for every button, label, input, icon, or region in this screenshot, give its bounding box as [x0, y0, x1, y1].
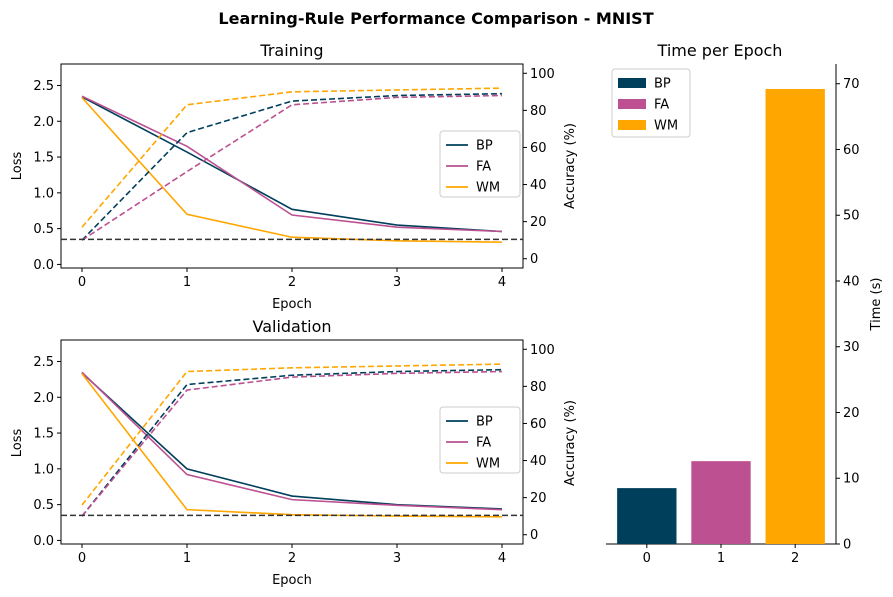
y2-tick-label: 60	[530, 417, 547, 432]
validation-panel: Validation Epoch Loss Accuracy (%) 0 1 2 3 4…	[10, 317, 578, 588]
loss-line-bp	[81, 96, 503, 233]
y2-tick-label: 100	[530, 343, 555, 358]
y2-tick-label: 20	[530, 491, 547, 506]
y-tick-label: 2.0	[33, 115, 54, 130]
time-ylabel: Time (s)	[869, 278, 884, 332]
accuracy-line-wm	[81, 87, 503, 228]
y-tick-label: 0.5	[33, 222, 54, 237]
y2-tick-label: 80	[530, 104, 547, 119]
legend-label-wm: WM	[476, 181, 500, 196]
legend-box	[439, 130, 521, 198]
training-ylabel: Loss	[10, 152, 25, 181]
y-tick-label: 50	[843, 209, 860, 224]
x-tick-label: 3	[393, 275, 401, 290]
y-tick-label: 0.0	[33, 534, 54, 549]
x-tick-label: 2	[288, 275, 296, 290]
y2-tick-label: 40	[530, 454, 547, 469]
y2-tick-label: 40	[530, 178, 547, 193]
legend: BP FA WM	[439, 406, 521, 474]
x-tick-label: 0	[78, 275, 86, 290]
y-tick-label: 2.0	[33, 391, 54, 406]
loss-line-bp	[81, 372, 503, 510]
bar-bp	[617, 488, 677, 544]
y-tick-label: 0	[843, 538, 851, 553]
validation-xlabel: Epoch	[272, 573, 312, 588]
y2-tick-label: 20	[530, 215, 547, 230]
y-tick-label: 0.5	[33, 498, 54, 513]
time-title: Time per Epoch	[657, 41, 783, 60]
training-y2label: Accuracy (%)	[563, 123, 578, 209]
y2-tick-label: 60	[530, 141, 547, 156]
training-xlabel: Epoch	[272, 297, 312, 312]
accuracy-line-wm	[81, 363, 503, 506]
x-tick-label: 1	[717, 551, 725, 566]
y-tick-label: 40	[843, 274, 860, 289]
figure-title: Learning-Rule Performance Comparison - M…	[218, 9, 653, 28]
y-tick-label: 1.5	[33, 151, 54, 166]
legend: BP FA WM	[611, 68, 691, 138]
training-panel: Training Epoch Loss Accuracy (%) 0 1 2 3 4 0.…	[10, 41, 578, 312]
bar-fa	[691, 461, 751, 544]
training-title: Training	[259, 41, 323, 60]
legend-label-fa: FA	[476, 436, 491, 451]
accuracy-line-bp	[81, 368, 503, 517]
legend-label-fa: FA	[476, 160, 491, 175]
legend-box	[439, 406, 521, 474]
y2-tick-label: 100	[530, 67, 555, 82]
y-tick-label: 60	[843, 143, 860, 158]
x-tick-label: 1	[183, 275, 191, 290]
y2-tick-label: 0	[530, 528, 538, 543]
y-tick-label: 20	[843, 406, 860, 421]
x-tick-label: 4	[498, 275, 506, 290]
y-tick-label: 1.0	[33, 186, 54, 201]
y-tick-label: 0.0	[33, 258, 54, 273]
legend-swatch-wm	[618, 120, 646, 130]
x-tick-label: 0	[643, 551, 651, 566]
y-tick-label: 2.5	[33, 355, 54, 370]
legend: BP FA WM	[439, 130, 521, 198]
accuracy-line-fa	[81, 370, 503, 517]
legend-label-wm: WM	[654, 119, 678, 134]
legend-label-bp: BP	[654, 77, 671, 92]
accuracy-line-fa	[81, 94, 503, 241]
legend-swatch-bp	[618, 78, 646, 88]
y-tick-label: 10	[843, 472, 860, 487]
legend-label-bp: BP	[476, 139, 493, 154]
validation-y2label: Accuracy (%)	[563, 400, 578, 486]
y2-tick-label: 80	[530, 380, 547, 395]
x-tick-label: 1	[183, 551, 191, 566]
y-tick-label: 70	[843, 77, 860, 92]
y2-tick-label: 0	[530, 252, 538, 267]
y-tick-label: 1.0	[33, 462, 54, 477]
x-tick-label: 2	[288, 551, 296, 566]
x-tick-label: 3	[393, 551, 401, 566]
y-tick-label: 30	[843, 340, 860, 355]
bar-wm	[765, 88, 825, 544]
time-per-epoch-panel: Time per Epoch Time (s) 0 1 20102030405060…	[606, 41, 884, 566]
x-tick-label: 0	[78, 551, 86, 566]
legend-label-bp: BP	[476, 415, 493, 430]
legend-label-wm: WM	[476, 457, 500, 472]
accuracy-line-bp	[81, 92, 503, 241]
y-tick-label: 2.5	[33, 79, 54, 94]
x-tick-label: 4	[498, 551, 506, 566]
loss-line-fa	[81, 95, 503, 233]
loss-line-fa	[81, 371, 503, 511]
y-tick-label: 1.5	[33, 427, 54, 442]
legend-label-fa: FA	[654, 98, 669, 113]
validation-ylabel: Loss	[10, 429, 25, 458]
legend-swatch-fa	[618, 99, 646, 109]
loss-line-wm	[81, 97, 503, 244]
x-tick-label: 2	[791, 551, 799, 566]
validation-title: Validation	[252, 317, 331, 336]
